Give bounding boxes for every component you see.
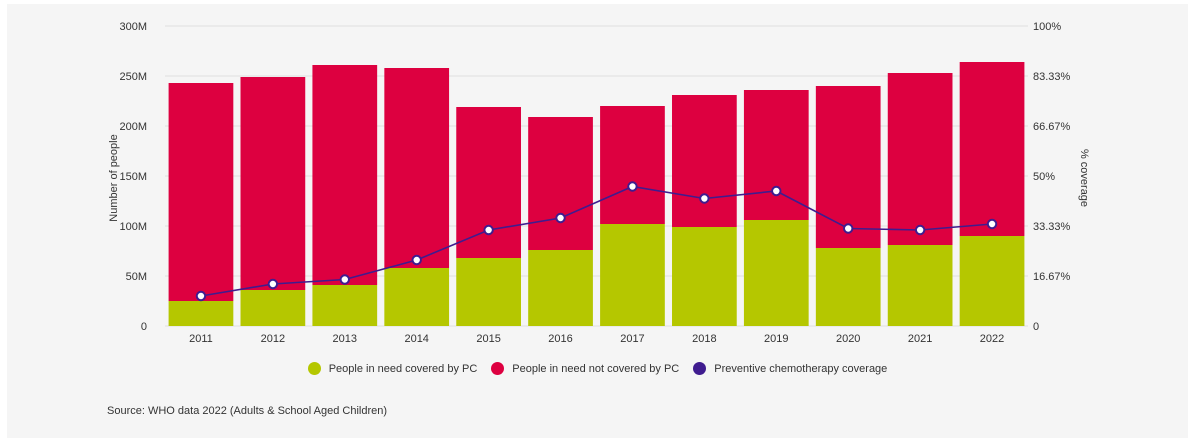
x-tick-label: 2012	[261, 333, 285, 345]
y2-tick-label: 66.67%	[1033, 121, 1071, 133]
legend-label-coverage: Preventive chemotherapy coverage	[714, 362, 888, 375]
y2-tick-label: 100%	[1033, 21, 1061, 33]
coverage-point[interactable]	[843, 223, 854, 234]
y2-tick-label: 0	[1033, 321, 1039, 333]
y2-tick-label: 83.33%	[1033, 71, 1071, 83]
bar-not-covered[interactable]	[384, 68, 450, 268]
coverage-point[interactable]	[699, 193, 710, 204]
x-axis: 2011 2012 2013 2014 2015 2016 2017 2018 2019 2020…	[189, 333, 1004, 345]
coverage-point[interactable]	[195, 290, 207, 302]
bar-covered[interactable]	[456, 258, 521, 326]
bar-not-covered[interactable]	[600, 106, 665, 224]
bar-covered[interactable]	[743, 220, 809, 326]
legend-label-not-covered: People in need not covered by PC	[512, 362, 680, 375]
y2-tick-label: 33.33%	[1033, 221, 1071, 233]
x-tick-label: 2020	[836, 333, 860, 345]
source-note: Source: WHO data 2022 (Adults & School A…	[107, 405, 388, 417]
bar-covered[interactable]	[312, 285, 378, 326]
coverage-line	[195, 181, 998, 302]
bar-not-covered[interactable]	[240, 77, 306, 290]
y-axis-right: 0 16.67% 33.33% 50% 66.67% 83.33% 100%	[1033, 21, 1071, 333]
x-tick-label: 2014	[404, 333, 428, 345]
bar-not-covered[interactable]	[959, 62, 1025, 236]
coverage-point[interactable]	[986, 218, 998, 230]
bar-covered[interactable]	[887, 245, 953, 326]
coverage-point[interactable]	[411, 254, 422, 266]
coverage-point[interactable]	[914, 224, 926, 236]
legend-item-coverage[interactable]: Preventive chemotherapy coverage	[693, 362, 887, 375]
gridlines	[165, 25, 1028, 327]
bar-covered[interactable]	[815, 248, 881, 326]
y-tick-label: 50M	[126, 271, 147, 283]
bar-covered[interactable]	[384, 268, 450, 326]
y-tick-label: 200M	[119, 121, 147, 133]
bar-covered[interactable]	[600, 224, 665, 326]
x-tick-label: 2019	[764, 333, 788, 345]
bars	[168, 62, 1025, 326]
y-tick-label: 150M	[119, 171, 147, 183]
legend-item-covered[interactable]: People in need covered by PC	[307, 362, 478, 375]
bar-covered[interactable]	[168, 301, 234, 326]
bar-not-covered[interactable]	[743, 90, 809, 220]
bar-covered[interactable]	[959, 236, 1025, 326]
bar-covered[interactable]	[672, 227, 737, 326]
x-tick-label: 2017	[620, 333, 644, 345]
bar-not-covered[interactable]	[312, 65, 378, 285]
bar-not-covered[interactable]	[168, 83, 234, 301]
bar-not-covered[interactable]	[456, 107, 521, 258]
legend: People in need covered by PC People in n…	[0, 362, 1195, 375]
x-tick-label: 2016	[548, 333, 572, 345]
legend-swatch-not-covered	[491, 362, 505, 375]
y-axis-left: 0 50M 100M 150M 200M 250M 300M	[119, 21, 147, 333]
legend-item-not-covered[interactable]: People in need not covered by PC	[491, 362, 679, 375]
bar-covered[interactable]	[240, 290, 306, 326]
coverage-point[interactable]	[555, 212, 566, 224]
bar-not-covered[interactable]	[887, 73, 953, 245]
x-tick-label: 2011	[189, 333, 213, 345]
coverage-point[interactable]	[627, 181, 638, 192]
coverage-point[interactable]	[483, 224, 494, 236]
y2-tick-label: 50%	[1033, 171, 1055, 183]
y-tick-label: 250M	[119, 71, 147, 83]
coverage-point[interactable]	[339, 274, 350, 285]
x-tick-label: 2022	[980, 333, 1004, 345]
legend-label-covered: People in need covered by PC	[328, 362, 478, 375]
bar-not-covered[interactable]	[672, 95, 737, 227]
x-tick-label: 2018	[692, 333, 716, 345]
coverage-point[interactable]	[771, 185, 782, 197]
y-tick-label: 300M	[119, 21, 147, 33]
y2-tick-label: 16.67%	[1033, 271, 1071, 283]
x-tick-label: 2013	[333, 333, 357, 345]
y-tick-label: 100M	[119, 221, 147, 233]
bar-not-covered[interactable]	[815, 86, 881, 248]
x-tick-label: 2021	[908, 333, 932, 345]
y-axis-title: Number of people	[108, 134, 120, 221]
legend-swatch-coverage	[693, 362, 707, 375]
bar-covered[interactable]	[528, 250, 593, 326]
coverage-point[interactable]	[267, 278, 279, 290]
bar-not-covered[interactable]	[528, 117, 593, 250]
coverage-line-path	[200, 185, 993, 297]
y-tick-label: 0	[141, 321, 147, 333]
x-tick-label: 2015	[476, 333, 500, 345]
legend-swatch-covered	[307, 362, 321, 375]
y2-axis-title: % coverage	[1078, 149, 1090, 207]
